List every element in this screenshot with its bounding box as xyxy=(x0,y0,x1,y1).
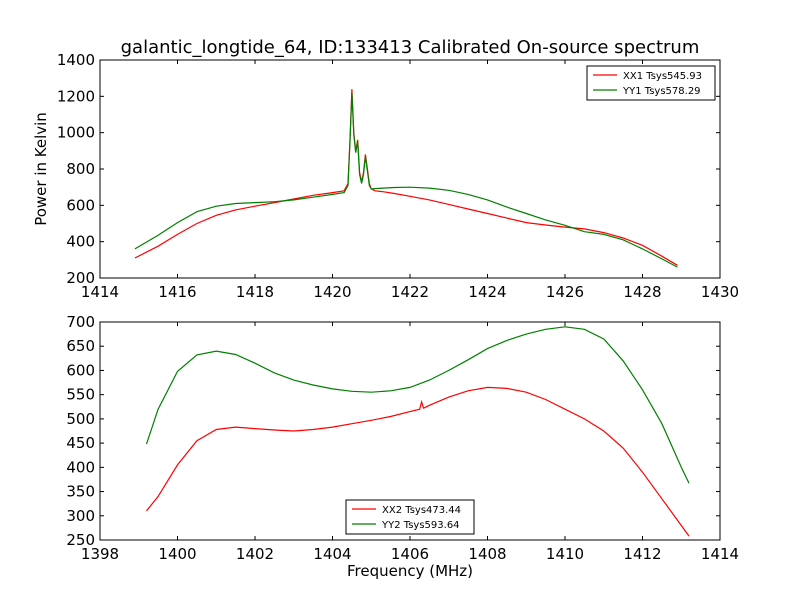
y-tick-label: 400 xyxy=(66,233,95,251)
x-tick-label: 1428 xyxy=(623,283,661,301)
y-tick-label: 600 xyxy=(66,196,95,214)
series-line-xx1 xyxy=(134,89,678,266)
x-tick-label: 1404 xyxy=(313,545,351,563)
x-tick-label: 1424 xyxy=(468,283,506,301)
series-line-xx2 xyxy=(146,386,690,537)
y-tick-label: 300 xyxy=(66,507,95,525)
y-tick-label: 800 xyxy=(66,160,95,178)
y-tick-label: 600 xyxy=(66,361,95,379)
series-line-yy2 xyxy=(145,326,690,484)
y-tick-label: 550 xyxy=(66,386,95,404)
x-tick-label: 1412 xyxy=(623,545,661,563)
legend: XX1 Tsys545.93 YY1 Tsys578.29 xyxy=(586,65,716,101)
x-tick-label: 1416 xyxy=(158,283,196,301)
legend-box xyxy=(345,499,475,535)
x-tick-label: 1400 xyxy=(158,545,196,563)
y-tick-label: 400 xyxy=(66,458,95,476)
y-tick-label: 350 xyxy=(66,483,95,501)
legend-box xyxy=(586,65,716,101)
x-tick-label: 1414 xyxy=(701,545,739,563)
x-tick-label: 1422 xyxy=(391,283,429,301)
x-tick-label: 1398 xyxy=(81,545,119,563)
x-tick-label: 1410 xyxy=(546,545,584,563)
y-tick-label: 200 xyxy=(66,269,95,287)
y-axis-label: Power in Kelvin xyxy=(32,112,50,226)
x-tick-label: 1426 xyxy=(546,283,584,301)
y-tick-label: 500 xyxy=(66,410,95,428)
x-axis-label: Frequency (MHz) xyxy=(347,562,473,580)
y-tick-label: 450 xyxy=(66,434,95,452)
legend-label: YY2 Tsys593.64 xyxy=(381,520,460,531)
x-tick-label: 1406 xyxy=(391,545,429,563)
top-plot: 1414 1416 1418 1420 1422 1424 1426 1428 1430 200 4… xyxy=(32,51,739,301)
y-tick-label: 1400 xyxy=(57,51,95,69)
x-tick-label: 1418 xyxy=(236,283,274,301)
y-tick-label: 1200 xyxy=(57,87,95,105)
x-tick-label: 1402 xyxy=(236,545,274,563)
legend-label: XX1 Tsys545.93 xyxy=(623,71,702,82)
x-tick-label: 1408 xyxy=(468,545,506,563)
x-tick-label: 1430 xyxy=(701,283,739,301)
figure-title: galantic_longtide_64, ID:133413 Calibrat… xyxy=(121,37,700,58)
x-tick-label: 1420 xyxy=(313,283,351,301)
legend: XX2 Tsys473.44 YY2 Tsys593.64 xyxy=(345,499,475,535)
bottom-plot: 1398 1400 1402 1404 1406 1408 1410 1412 1414 250 3… xyxy=(66,313,739,580)
y-tick-label: 650 xyxy=(66,337,95,355)
y-tick-label: 700 xyxy=(66,313,95,331)
legend-label: XX2 Tsys473.44 xyxy=(382,505,461,516)
y-tick-label: 1000 xyxy=(57,124,95,142)
y-tick-label: 250 xyxy=(66,531,95,549)
series-line-yy1 xyxy=(134,92,678,268)
x-tick-label: 1414 xyxy=(81,283,119,301)
legend-label: YY1 Tsys578.29 xyxy=(622,86,701,97)
